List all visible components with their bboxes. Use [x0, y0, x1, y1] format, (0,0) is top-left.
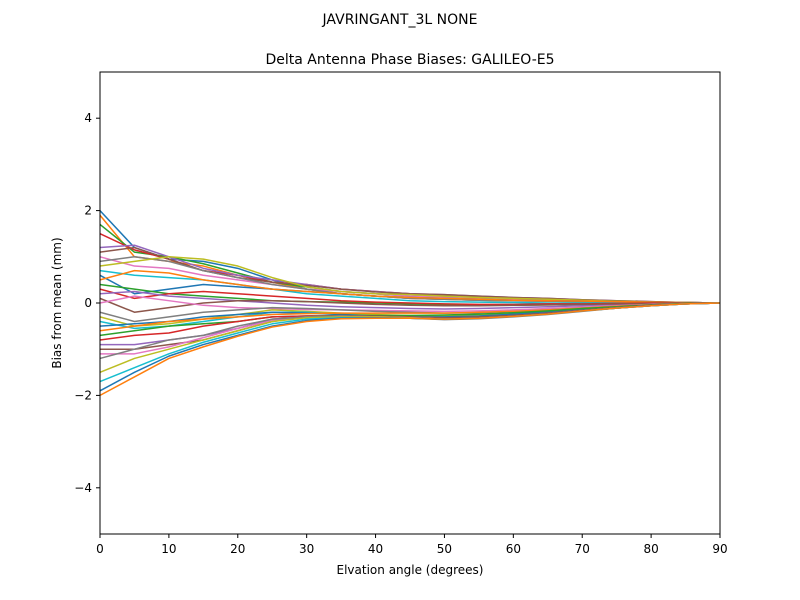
x-tick-label: 40	[368, 542, 383, 556]
y-tick-label: −4	[74, 481, 92, 495]
x-axis-label: Elvation angle (degrees)	[337, 563, 484, 577]
chart-suptitle: JAVRINGANT_3L NONE	[322, 12, 478, 28]
x-tick-label: 90	[712, 542, 727, 556]
y-tick-label: 4	[84, 111, 92, 125]
series-line-15	[99, 290, 721, 310]
x-tick-label: 0	[96, 542, 104, 556]
y-tick-label: 0	[84, 296, 92, 310]
y-tick-label: −2	[74, 388, 92, 402]
chart-title: Delta Antenna Phase Biases: GALILEO-E5	[265, 52, 554, 68]
x-tick-label: 50	[437, 542, 452, 556]
y-axis-label: Bias from mean (mm)	[50, 237, 64, 368]
series-line-23	[99, 302, 721, 337]
x-tick-label: 10	[161, 542, 176, 556]
series-line-12	[99, 269, 721, 304]
series-line-16	[99, 297, 720, 313]
series-layer	[99, 210, 721, 397]
x-tick-label: 60	[506, 542, 521, 556]
x-axis: 0 10 20 30 40 50 60 70 80 90	[96, 534, 728, 556]
series-line-32	[99, 302, 721, 397]
y-axis: −4 −2 0 2 4	[74, 111, 100, 495]
x-tick-label: 80	[643, 542, 658, 556]
x-tick-label: 70	[575, 542, 590, 556]
x-tick-label: 20	[230, 542, 245, 556]
x-tick-label: 30	[299, 542, 314, 556]
y-tick-label: 2	[84, 204, 92, 218]
